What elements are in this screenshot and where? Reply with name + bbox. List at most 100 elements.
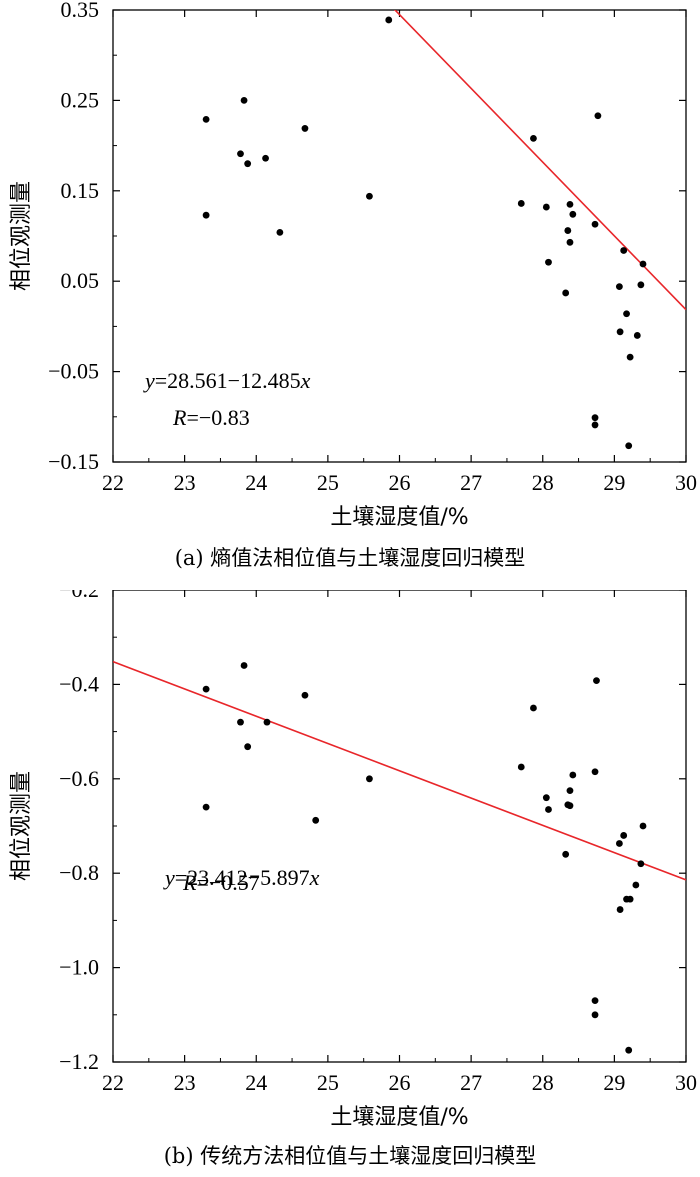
regression-line [393,10,686,311]
data-point [569,210,577,218]
x-tick-label: 22 [102,1070,124,1095]
data-point [625,1046,633,1054]
data-point [240,662,248,669]
data-point [301,125,309,132]
r-value: =−0.83 [186,405,249,430]
y-tick-label: −0.15 [48,449,99,474]
data-point [591,414,599,422]
data-point [276,228,284,236]
data-point [615,283,623,291]
equation-y-symbol: y [143,368,155,393]
y-tick-label: −1.2 [59,1049,99,1074]
data-point [566,238,574,246]
x-tick-label: 30 [675,470,697,495]
x-tick-label: 24 [245,470,267,495]
data-point [366,192,373,200]
data-point [616,328,624,336]
x-tick-label: 26 [389,1070,411,1095]
figure-b: 22 23 24 25 26 27 28 29 30 −1.2 −1.0 −0.8 −0.6 −0.4 −0… [0,590,700,1177]
data-point [545,258,552,266]
regression-line [113,660,686,881]
x-tick-label: 23 [174,470,196,495]
y-tick-label: −0.05 [48,359,99,384]
y-tick-label: −0.2 [59,590,99,602]
data-point [263,718,271,726]
x-tick-label: 29 [603,1070,625,1095]
data-point [517,200,525,207]
data-point [615,840,623,847]
plot-frame [112,9,687,463]
caption-a: (a) 熵值法相位值与土壤湿度回归模型 [174,546,526,570]
data-point [616,906,624,913]
r-symbol: R [172,405,187,430]
x-tick-label: 26 [389,470,411,495]
regression-equation: y=28.561−12.485x [143,368,311,393]
data-point [244,160,252,168]
x-tick-label: 27 [460,470,482,495]
data-point [591,1011,599,1019]
data-point [366,775,373,783]
scatter-chart-a: 22 23 24 25 26 27 28 29 30 −0.15 −0.05 0.05 0.15 0.25… [9,0,697,530]
regression-equation: y=23.412−5.897x [163,865,320,890]
figure-a: 22 23 24 25 26 27 28 29 30 −0.15 −0.05 0.05 0.15 0.25… [0,0,700,580]
data-point [562,850,570,858]
r-value: =−0.57 [196,870,259,895]
y-tick-label: −0.4 [59,671,99,696]
data-point [385,16,393,24]
x-axis-title: 土壤湿度值/% [330,505,468,530]
x-tick-label: 22 [102,470,124,495]
r-symbol: R [182,870,197,895]
data-point [594,112,602,120]
data-point [237,718,244,726]
x-tick-label: 28 [532,470,554,495]
data-point [545,806,552,813]
y-axis-title: 相位观测量 [9,181,34,291]
equation-x-symbol: x [300,368,311,393]
y-axis-title: 相位观测量 [9,771,34,881]
x-tick-label: 27 [460,1070,482,1095]
correlation-coefficient: R=−0.57 [182,870,260,895]
data-point [244,743,252,751]
data-point [542,794,550,802]
y-tick-label: 0.05 [61,268,100,293]
y-tick-label: −0.6 [59,766,99,791]
data-point [632,881,640,889]
data-point [626,895,634,903]
x-tick-label: 30 [675,1070,697,1095]
x-axis-title: 土壤湿度值/% [330,1105,468,1130]
equation-body: =23.412−5.897 [175,865,310,890]
x-tick-label: 24 [245,1070,267,1095]
data-point [593,677,600,685]
data-point [530,704,537,712]
y-tick-label: 0.15 [61,178,100,203]
x-tick-label: 25 [317,1070,339,1095]
data-point [591,768,599,776]
data-point [591,421,599,429]
plot-frame [112,590,687,1063]
x-tick-label: 23 [174,1070,196,1095]
data-point [569,771,577,779]
data-point [564,227,572,234]
data-point [639,260,647,268]
data-point [517,763,525,771]
data-point [202,685,210,693]
y-tick-label: 0.35 [61,0,100,22]
data-point [240,97,248,104]
equation-body: =28.561−12.485 [155,368,301,393]
x-tick-label: 28 [532,1070,554,1095]
data-point [620,832,628,839]
data-point [626,353,634,361]
data-point [625,442,633,450]
data-point [620,247,628,254]
data-point [633,332,641,339]
data-point [637,860,645,868]
data-point [312,816,320,824]
equation-y-symbol: y [163,865,175,890]
y-tick-label: 0.25 [61,87,100,112]
data-point [530,134,537,142]
y-tick-label: −1.0 [59,955,99,980]
data-point [637,281,645,289]
data-point [301,691,309,699]
data-point [262,154,269,162]
y-tick-label: −0.8 [59,860,99,885]
